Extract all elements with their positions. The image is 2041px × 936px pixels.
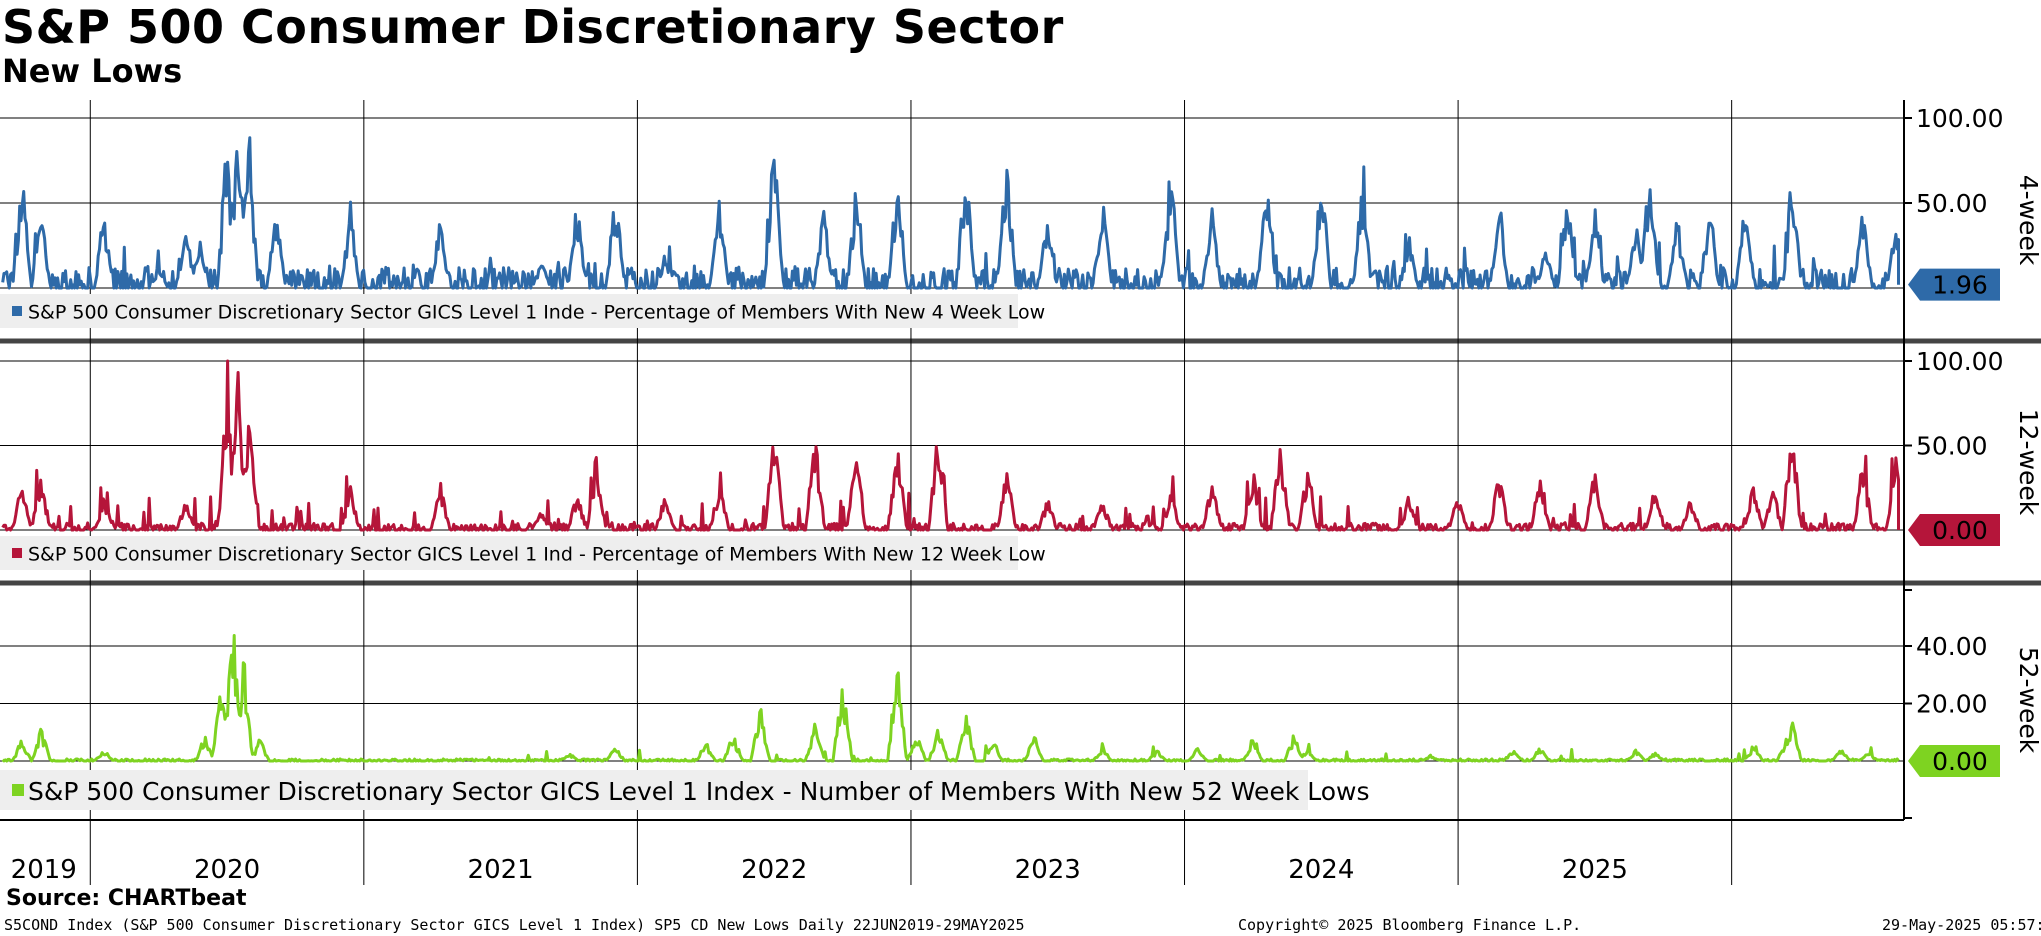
legend-label: S&P 500 Consumer Discretionary Sector GI…: [28, 777, 1370, 806]
y-tick-label: 50.00: [1916, 432, 1988, 461]
legend-swatch: [12, 306, 22, 316]
x-tick-label: 2021: [468, 855, 534, 885]
last-value-tag: [1908, 514, 2000, 546]
legend-box: [0, 770, 1308, 810]
legend-box: [0, 536, 1018, 570]
last-value-tag: [1908, 745, 2000, 777]
x-tick-label: 2019: [11, 855, 77, 885]
last-value-label: 0.00: [1932, 516, 1988, 545]
x-tick-label: 2022: [741, 855, 807, 885]
x-tick-label: 2024: [1288, 855, 1354, 885]
footer-timestamp: 29-May-2025 05:57:50: [1882, 916, 2041, 934]
chart-title: S&P 500 Consumer Discretionary Sector: [2, 0, 1064, 54]
last-value-tag: [1908, 268, 2000, 301]
y-tick-label: 100.00: [1916, 104, 2003, 133]
source-label: Source: CHARTbeat: [6, 886, 247, 911]
footer-copyright: Copyright© 2025 Bloomberg Finance L.P.: [1238, 916, 1582, 934]
legend-label: S&P 500 Consumer Discretionary Sector GI…: [28, 302, 1045, 324]
last-value-label: 1.96: [1932, 271, 1988, 300]
legend-box: [0, 294, 1018, 328]
y-tick-label: 100.00: [1916, 347, 2003, 376]
panel-label: 4-week: [2014, 175, 2041, 266]
x-tick-label: 2020: [194, 855, 260, 885]
last-value-label: 0.00: [1932, 747, 1988, 776]
footer-description: S5COND Index (S&P 500 Consumer Discretio…: [4, 916, 1025, 934]
x-tick-label: 2025: [1562, 855, 1628, 885]
panel-label: 52-week: [2014, 647, 2041, 754]
y-tick-label: 20.00: [1916, 690, 1988, 719]
x-tick-label: 2023: [1015, 855, 1081, 885]
y-tick-label: 50.00: [1916, 189, 1988, 218]
series-line: [1, 136, 1900, 290]
legend-label: S&P 500 Consumer Discretionary Sector GI…: [28, 544, 1046, 566]
panel-label: 12-week: [2014, 409, 2041, 516]
legend-swatch: [12, 548, 22, 558]
series-line: [1, 359, 1900, 532]
chart-subtitle: New Lows: [2, 52, 183, 90]
legend-swatch: [12, 784, 24, 796]
y-tick-label: 40.00: [1916, 632, 1988, 661]
series-line: [1, 634, 1900, 763]
